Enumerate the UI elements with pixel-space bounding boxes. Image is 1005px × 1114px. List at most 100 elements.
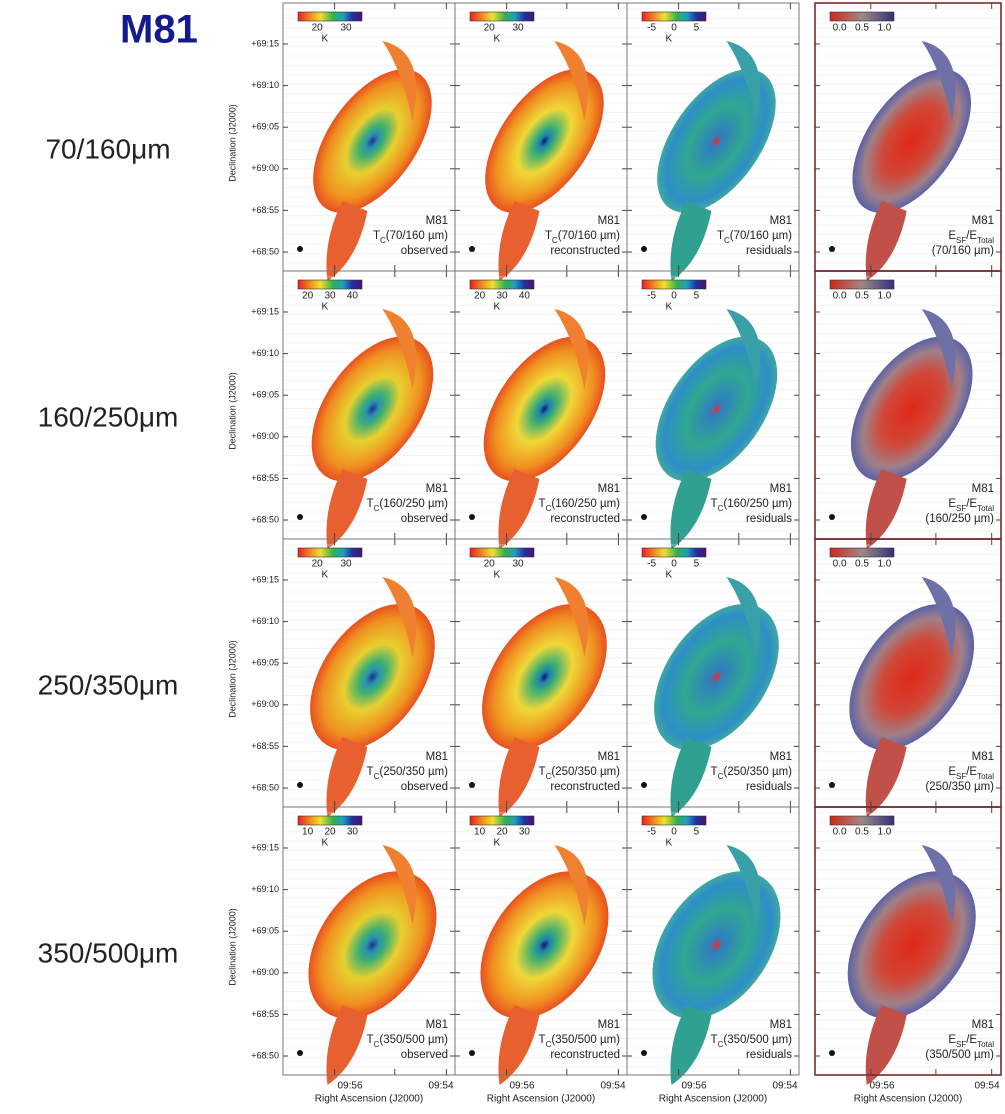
galaxy-map: [631, 315, 802, 503]
y-tick-label: +69:00: [251, 967, 279, 977]
object-label: M81: [598, 1019, 620, 1031]
quantity-part: (70/160 µm): [386, 230, 448, 242]
colorbar-tick-label: 20: [496, 827, 508, 838]
quantity-label: TC(70/160 µm): [717, 230, 792, 245]
galaxy-arm: [498, 1005, 539, 1085]
object-label: M81: [770, 483, 792, 495]
colorbar-unit: K: [666, 34, 673, 45]
colorbar-tick-label: 0.5: [855, 559, 869, 570]
colorbar-tick-label: 40: [347, 291, 359, 302]
x-tick-label: 09:56: [509, 1081, 534, 1092]
colorbar-unit: K: [494, 34, 501, 45]
colorbar-unit: K: [322, 838, 329, 849]
colorbar-tick-label: 40: [519, 291, 531, 302]
quantity-label: TC(160/250 µm): [539, 498, 621, 513]
colorbar-tick-label: 5: [694, 559, 700, 570]
y-tick-label: +69:10: [251, 80, 279, 90]
quantity-part: Total: [977, 504, 994, 513]
panel-note: residuals: [746, 781, 792, 793]
beam-marker: [297, 246, 303, 252]
quantity-part: (250/350 µm): [551, 766, 620, 778]
quantity-label: TC(70/160 µm): [373, 230, 448, 245]
quantity-part: SF: [956, 772, 966, 781]
colorbar-unit: K: [494, 838, 501, 849]
galaxy-arm: [326, 201, 367, 281]
colorbar-tick-label: 0.5: [855, 291, 869, 302]
x-tick-label: 09:56: [681, 1081, 706, 1092]
colorbar-unit: K: [666, 570, 673, 581]
map-panel: 0.00.51.0M81ESF/ETotal(160/250 µm): [815, 271, 1001, 549]
y-tick-label: +69:05: [251, 122, 279, 132]
colorbar-tick-label: 1.0: [877, 23, 891, 34]
beam-marker: [641, 514, 647, 520]
panel-note: reconstructed: [550, 781, 620, 793]
beam-marker: [829, 782, 835, 788]
colorbar-tick-label: 20: [324, 827, 336, 838]
galaxy-map: [824, 581, 1000, 773]
colorbar-tick-label: 30: [512, 23, 524, 34]
galaxy-arm: [498, 737, 539, 817]
figure: M81 70/160μmDeclination (J2000)+69:15+69…: [0, 0, 1005, 1109]
y-tick-label: +68:50: [251, 782, 279, 792]
colorbar-tick-label: 1.0: [877, 291, 891, 302]
y-tick-label: +69:05: [251, 390, 279, 400]
x-tick-label: 09:56: [869, 1081, 894, 1092]
panel-note: observed: [401, 513, 448, 525]
quantity-label: TC(250/350 µm): [711, 766, 793, 781]
panel-note: reconstructed: [550, 1049, 620, 1061]
colorbar: [830, 280, 894, 289]
quantity-part: Total: [977, 772, 994, 781]
colorbar-tick-label: -5: [647, 559, 656, 570]
galaxy-map: [626, 847, 807, 1042]
colorbar: [470, 280, 534, 289]
quantity-part: SF: [956, 236, 966, 245]
colorbar-tick-label: -5: [647, 827, 656, 838]
object-label: M81: [426, 751, 448, 763]
panel-note: (350/500 µm): [925, 1049, 994, 1061]
galaxy-arm: [866, 1005, 907, 1085]
quantity-part: SF: [956, 504, 966, 513]
galaxy-map: [456, 581, 632, 773]
quantity-label: ESF/ETotal: [948, 230, 994, 245]
object-label: M81: [426, 483, 448, 495]
colorbar-tick-label: 0.0: [833, 559, 847, 570]
colorbar-tick-label: 30: [496, 291, 508, 302]
quantity-part: /E: [966, 1034, 977, 1046]
row-label: 160/250μm: [38, 401, 179, 432]
y-tick-label: +68:55: [251, 741, 279, 751]
quantity-part: T: [711, 766, 718, 778]
colorbar-unit: K: [666, 302, 673, 313]
y-tick-label: +68:50: [251, 246, 279, 256]
colorbar-tick-label: 30: [340, 23, 352, 34]
y-axis-label: Declination (J2000): [227, 640, 237, 718]
beam-marker: [297, 1050, 303, 1056]
galaxy-arm: [498, 201, 539, 281]
colorbar-tick-label: 10: [474, 827, 486, 838]
object-label: M81: [426, 1019, 448, 1031]
colorbar-tick-label: 20: [312, 23, 324, 34]
colorbar-tick-label: 20: [474, 291, 486, 302]
galaxy-arm: [326, 469, 367, 549]
object-label: M81: [770, 215, 792, 227]
quantity-part: SF: [956, 1040, 966, 1049]
colorbar-tick-label: 20: [302, 291, 314, 302]
colorbar-tick-label: 0: [671, 291, 677, 302]
galaxy-arm: [670, 469, 711, 549]
quantity-part: T: [539, 498, 546, 510]
y-tick-label: +69:00: [251, 431, 279, 441]
row-label: 250/350μm: [38, 669, 179, 700]
object-label: M81: [770, 1019, 792, 1031]
x-tick-label: 09:54: [772, 1081, 797, 1092]
galaxy-map: [289, 49, 455, 234]
quantity-part: T: [711, 1034, 718, 1046]
object-label: M81: [598, 751, 620, 763]
galaxy-map: [459, 315, 630, 503]
colorbar-tick-label: 0.0: [833, 291, 847, 302]
colorbar-unit: K: [322, 34, 329, 45]
y-tick-label: +68:55: [251, 205, 279, 215]
y-tick-label: +68:55: [251, 473, 279, 483]
colorbar: [298, 548, 362, 557]
